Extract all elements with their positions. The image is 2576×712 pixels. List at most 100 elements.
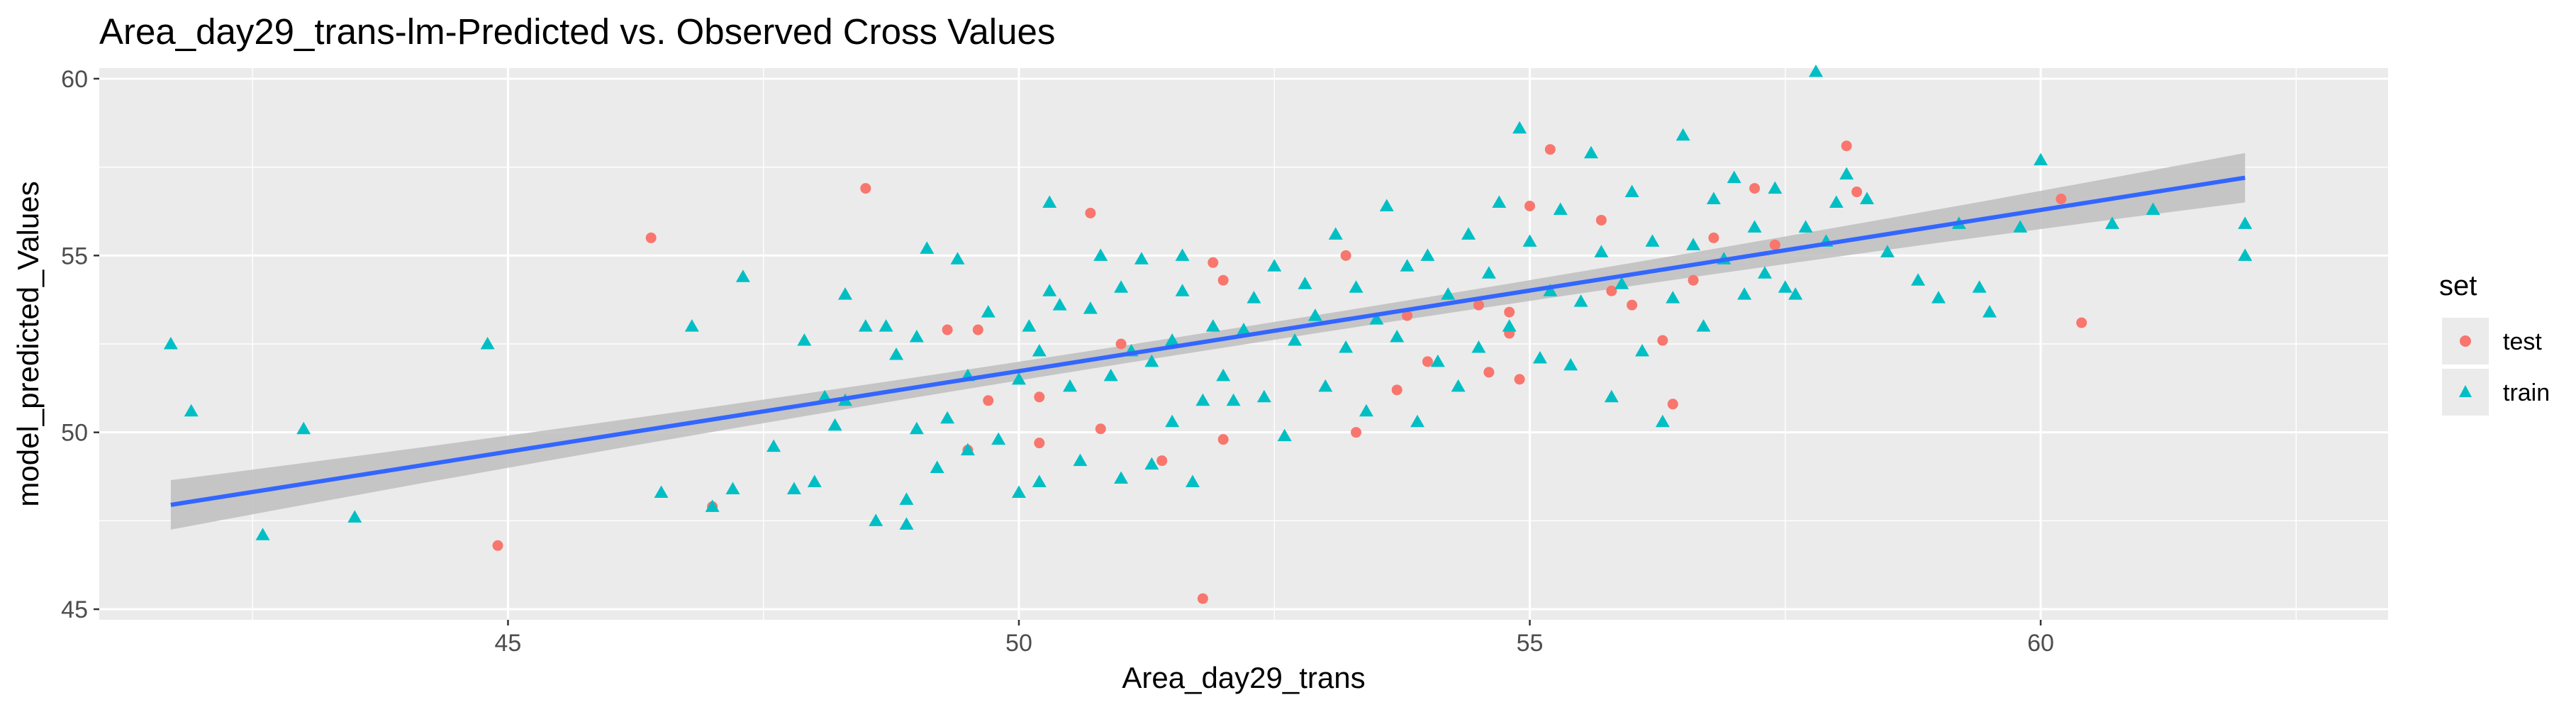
chart-title: Area_day29_trans-lm-Predicted vs. Observ… bbox=[99, 11, 1055, 52]
point-train bbox=[296, 421, 311, 435]
point-train bbox=[899, 492, 914, 505]
point-test bbox=[1708, 232, 1719, 243]
point-train bbox=[1114, 471, 1129, 484]
point-test bbox=[1208, 257, 1219, 268]
point-test bbox=[1483, 367, 1495, 378]
point-train bbox=[991, 432, 1006, 445]
point-test bbox=[1841, 140, 1852, 152]
point-train bbox=[899, 517, 914, 530]
point-train bbox=[1972, 280, 1987, 293]
point-train bbox=[1410, 414, 1424, 428]
y-tick-label: 50 bbox=[61, 420, 88, 447]
point-train bbox=[1696, 319, 1711, 332]
point-train bbox=[1532, 350, 1547, 364]
point-train bbox=[1256, 389, 1271, 403]
point-test bbox=[942, 324, 953, 335]
point-test bbox=[1156, 455, 1168, 467]
x-tick-label: 50 bbox=[1005, 630, 1032, 657]
legend: set test train bbox=[2439, 270, 2550, 416]
point-train bbox=[1063, 379, 1078, 392]
points-layer bbox=[163, 64, 2253, 604]
point-train bbox=[837, 287, 852, 300]
point-train bbox=[1318, 379, 1333, 392]
point-train bbox=[1931, 291, 1946, 304]
point-train bbox=[1788, 287, 1803, 300]
point-train bbox=[1267, 259, 1282, 272]
y-tick-label: 55 bbox=[61, 243, 88, 269]
point-train bbox=[1522, 234, 1537, 247]
y-axis-ticks: 45 50 55 60 bbox=[61, 66, 99, 623]
x-tick-label: 60 bbox=[2027, 630, 2054, 657]
point-test bbox=[1688, 274, 1699, 286]
point-train bbox=[1175, 284, 1190, 296]
point-train bbox=[1911, 273, 1926, 286]
point-test bbox=[1034, 438, 1045, 449]
point-train bbox=[1604, 389, 1619, 403]
point-test bbox=[1034, 391, 1045, 403]
point-train bbox=[1829, 195, 1844, 208]
point-train bbox=[684, 319, 699, 332]
point-train bbox=[1369, 312, 1384, 325]
point-train bbox=[1216, 368, 1231, 382]
point-test bbox=[1657, 335, 1668, 346]
legend-label-train: train bbox=[2503, 379, 2550, 406]
point-train bbox=[1778, 280, 1792, 293]
point-train bbox=[2104, 216, 2119, 229]
point-train bbox=[1420, 248, 1435, 261]
point-train bbox=[2238, 216, 2253, 229]
point-train bbox=[1553, 202, 1568, 215]
point-test bbox=[1095, 423, 1106, 435]
point-train bbox=[807, 474, 822, 487]
point-train bbox=[1543, 284, 1558, 296]
point-train bbox=[1839, 167, 1854, 180]
point-train bbox=[1400, 259, 1415, 272]
point-train bbox=[786, 482, 801, 494]
point-test bbox=[1769, 239, 1780, 250]
point-train bbox=[1298, 277, 1312, 289]
point-train bbox=[1737, 287, 1752, 300]
point-train bbox=[827, 418, 842, 431]
point-train bbox=[1103, 368, 1118, 382]
point-train bbox=[1666, 291, 1680, 304]
point-train bbox=[858, 319, 873, 332]
point-train bbox=[1185, 474, 1200, 487]
point-train bbox=[2238, 248, 2253, 261]
point-train bbox=[1042, 195, 1057, 208]
x-tick-label: 55 bbox=[1517, 630, 1544, 657]
point-test bbox=[492, 540, 503, 551]
point-train bbox=[1052, 298, 1067, 311]
legend-key-test bbox=[2460, 335, 2471, 347]
point-train bbox=[1175, 248, 1190, 261]
point-train bbox=[1471, 340, 1486, 353]
point-train bbox=[1073, 453, 1088, 467]
x-axis-ticks: 45 50 55 60 bbox=[495, 620, 2054, 657]
point-train bbox=[1032, 343, 1047, 357]
point-train bbox=[1134, 252, 1149, 265]
y-tick-label: 60 bbox=[61, 66, 88, 93]
point-train bbox=[2034, 152, 2048, 166]
point-train bbox=[255, 528, 270, 540]
point-train bbox=[1011, 372, 1026, 385]
point-test bbox=[1524, 201, 1535, 211]
point-train bbox=[1195, 393, 1210, 406]
point-train bbox=[1563, 357, 1578, 371]
point-train bbox=[1042, 284, 1057, 296]
point-train bbox=[1481, 266, 1496, 279]
point-train bbox=[184, 404, 199, 417]
point-test bbox=[1115, 338, 1127, 350]
point-train bbox=[1757, 266, 1772, 279]
point-test bbox=[1749, 183, 1761, 194]
point-train bbox=[1686, 238, 1701, 250]
point-test bbox=[1217, 274, 1229, 286]
point-train bbox=[1359, 404, 1373, 417]
point-test bbox=[1606, 285, 1617, 296]
point-train bbox=[2146, 202, 2160, 215]
point-train bbox=[869, 513, 883, 526]
point-test bbox=[1851, 187, 1863, 198]
point-train bbox=[1860, 191, 1875, 205]
point-train bbox=[1809, 64, 1823, 77]
point-train bbox=[1144, 457, 1159, 470]
point-train bbox=[1706, 191, 1721, 205]
point-train bbox=[735, 269, 750, 282]
